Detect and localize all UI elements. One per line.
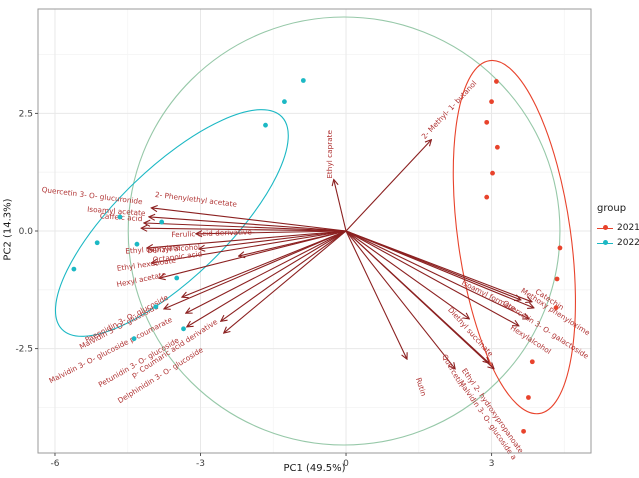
loading-arrow (345, 230, 528, 318)
loading-arrow (197, 231, 347, 234)
loading-arrow (345, 230, 533, 308)
data-point-2022 (117, 214, 123, 220)
group-ellipse-2022 (54, 109, 289, 337)
legend-key-2022-icon (597, 238, 613, 248)
loading-label: Benzyl alcohol (147, 242, 200, 255)
loading-label: Ethyl caprylate (125, 243, 181, 256)
loading-arrow (145, 223, 347, 232)
y-tick-label: 2.5 (19, 109, 33, 119)
y-tick-label: 0.0 (19, 227, 34, 237)
data-point-2022 (282, 99, 287, 105)
data-point-2021 (494, 79, 499, 84)
loading-arrow (200, 230, 347, 249)
data-point-2021 (521, 428, 526, 434)
data-point-2022 (300, 78, 306, 83)
legend-key-2021-icon (597, 223, 613, 233)
loading-arrow (345, 230, 518, 326)
loading-arrow (152, 208, 347, 232)
x-tick-label: -3 (196, 459, 205, 469)
legend-item-2022: 2022 (597, 236, 639, 250)
y-tick-label: -2.5 (15, 345, 33, 355)
data-point-2022 (181, 326, 186, 332)
loading-arrow (186, 230, 347, 313)
loading-arrow (345, 230, 455, 368)
data-point-2022 (153, 304, 159, 310)
loading-arrow (152, 230, 347, 263)
data-point-2021 (494, 144, 500, 150)
data-point-2021 (484, 194, 490, 200)
loading-arrow (165, 230, 347, 309)
legend-dot-icon (602, 240, 608, 245)
data-point-2022 (159, 219, 165, 225)
data-point-2022 (174, 275, 180, 281)
x-tick-label: -6 (50, 459, 59, 469)
data-point-2022 (94, 240, 100, 246)
data-point-2021 (484, 119, 490, 125)
loading-arrow (345, 230, 469, 318)
data-point-2021 (557, 245, 563, 251)
loading-arrow (345, 230, 407, 358)
data-point-2021 (526, 395, 531, 400)
data-point-2021 (554, 276, 560, 282)
x-tick-label: 0 (343, 459, 349, 469)
legend-label-2021: 2021 (617, 223, 639, 233)
y-axis-title: PC2 (14.3%) (2, 198, 14, 261)
legend-title: group (597, 203, 627, 214)
group-ellipse-2021 (452, 59, 576, 415)
group-ellipse-overall (127, 16, 561, 446)
loading-arrow (187, 230, 347, 326)
loading-arrow (345, 230, 531, 302)
data-point-2022 (131, 336, 137, 342)
loading-label: Isoamyl acetate (87, 205, 146, 218)
legend-label-2022: 2022 (617, 238, 639, 248)
legend-item-2021: 2021 (597, 221, 639, 235)
loading-arrow (221, 230, 347, 321)
data-point-2021 (553, 305, 559, 311)
data-point-2021 (489, 99, 494, 105)
data-point-2022 (263, 122, 268, 128)
loading-arrow (148, 230, 347, 248)
x-axis-title: PC1 (49.5%) (283, 463, 346, 474)
loading-arrow (183, 230, 347, 297)
legend-dot-icon (602, 225, 608, 230)
data-point-2022 (71, 266, 77, 272)
loading-arrow (150, 217, 347, 232)
loading-arrow (160, 230, 347, 278)
loading-arrow (345, 140, 431, 232)
x-tick-label: 3 (489, 459, 495, 469)
loading-label: Ethyl caprate (325, 129, 334, 178)
legend: group 2021 2022 (597, 203, 639, 251)
loading-arrow (142, 228, 347, 231)
data-point-2022 (134, 241, 140, 247)
loading-label: Ferulic acid derivative (171, 227, 252, 239)
data-point-2021 (490, 170, 495, 176)
loading-arrow (224, 230, 347, 333)
loading-arrow (334, 180, 347, 232)
loading-arrow (345, 230, 493, 368)
data-point-2021 (529, 359, 535, 365)
